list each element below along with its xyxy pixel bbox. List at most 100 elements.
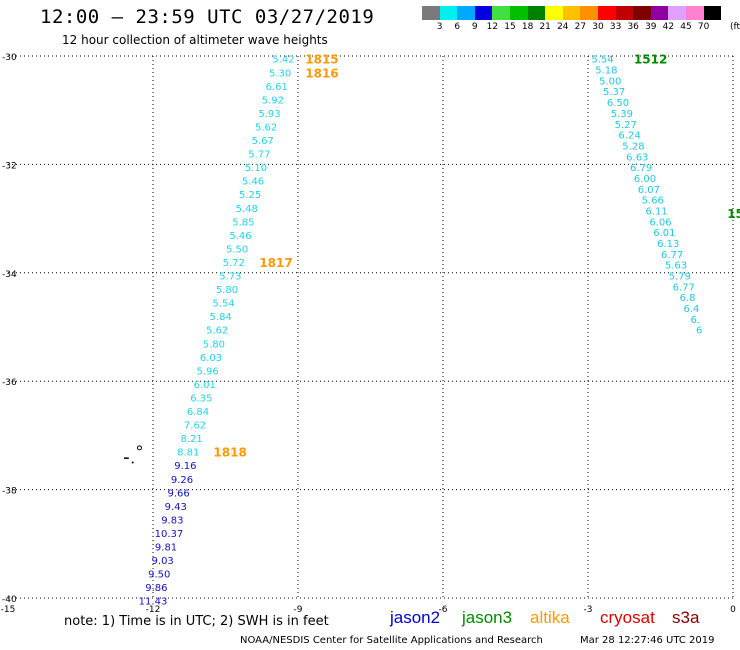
wave-height-value: 5.92	[262, 95, 284, 106]
wave-height-value: 6.24	[618, 131, 640, 142]
wave-height-value: 5.10	[245, 163, 267, 174]
wave-height-value: 6	[696, 326, 702, 337]
colorbar-swatch	[422, 6, 440, 20]
wave-height-value: 9.16	[174, 461, 196, 472]
colorbar-label: 42	[662, 22, 675, 32]
wave-height-value: 5.30	[269, 68, 291, 79]
wave-height-value: 9.66	[167, 488, 189, 499]
colorbar-label: 18	[521, 22, 534, 32]
wave-height-value: 6.13	[657, 239, 679, 250]
wave-height-value: 9.50	[148, 570, 170, 581]
colorbar-swatch	[597, 6, 616, 20]
wave-height-value: 5.79	[669, 272, 691, 283]
wave-height-value: 5.72	[223, 258, 245, 269]
lon-tick-label: -9	[294, 605, 303, 615]
wave-height-value: 5.00	[599, 76, 621, 87]
wave-height-value: 5.48	[236, 204, 258, 215]
wave-height-value: 5.27	[615, 120, 637, 131]
wave-height-value: 6.77	[673, 282, 695, 293]
pass-number-label: 1512	[634, 53, 667, 67]
colorbar-label: 24	[557, 22, 569, 32]
wave-height-value: 9.86	[145, 583, 167, 594]
wave-height-value: 8.81	[177, 448, 199, 459]
colorbar-swatch	[509, 6, 528, 20]
wave-height-value: 6.63	[626, 152, 648, 163]
colorbar-swatch	[650, 6, 669, 20]
colorbar-swatch	[562, 6, 581, 20]
wave-height-value: 6.84	[187, 407, 209, 418]
satellite-legend-cryosat: cryosat	[600, 608, 655, 627]
wave-height-value: 5.62	[255, 122, 277, 133]
satellite-legend-jason3: jason3	[462, 608, 513, 627]
wave-height-value: 6.35	[190, 393, 212, 404]
wave-height-value: 5.50	[226, 244, 248, 255]
colorbar-swatch	[439, 6, 458, 20]
colorbar-label: 9	[471, 22, 478, 32]
colorbar-swatch	[527, 6, 546, 20]
lon-tick-label: -12	[146, 605, 161, 615]
colorbar-swatch	[633, 6, 651, 20]
lon-tick-label: -3	[584, 605, 593, 615]
wave-height-value: 5.77	[248, 150, 270, 161]
wave-height-value: 5.63	[665, 261, 687, 272]
wave-height-value: 8.21	[181, 434, 203, 445]
lat-tick-label: -40	[2, 595, 17, 605]
satellite-legend-s3a: s3a	[672, 608, 700, 627]
colorbar-label: 12	[486, 22, 499, 32]
wave-height-value: 6.50	[607, 98, 629, 109]
island-mark	[131, 461, 134, 464]
wave-height-value: 6.79	[630, 163, 652, 174]
colorbar-label: 6	[454, 22, 461, 32]
colorbar-label: 27	[574, 22, 587, 32]
pass-number-label: 1817	[259, 256, 292, 270]
lat-tick-label: -38	[2, 487, 17, 497]
wave-height-value: 5.54	[212, 299, 234, 310]
wave-height-value: 5.42	[272, 55, 294, 66]
wave-height-value: 6.	[691, 315, 701, 326]
wave-height-value: 6.00	[634, 174, 656, 185]
colorbar-label: 45	[680, 22, 692, 32]
pass-number-label: 1818	[213, 446, 246, 460]
wave-height-value: 5.28	[622, 141, 644, 152]
wave-height-value: 5.46	[229, 231, 251, 242]
map-subtitle: 12 hour collection of altimeter wave hei…	[62, 33, 328, 47]
colorbar-label: 36	[627, 22, 639, 32]
lat-tick-label: -34	[2, 270, 17, 280]
colorbar-swatch	[685, 6, 704, 20]
colorbar-swatch	[703, 6, 722, 20]
lon-tick-label: -6	[439, 605, 448, 615]
pass-number-label: 1816	[305, 66, 338, 80]
wave-height-value: 5.46	[242, 177, 264, 188]
colorbar-swatch	[474, 6, 493, 20]
wave-height-value: 5.67	[252, 136, 274, 147]
wave-height-value: 9.26	[171, 475, 193, 486]
pass-number-label: 1815	[305, 53, 338, 67]
wave-height-value: 6.03	[200, 353, 222, 364]
colorbar-label: 33	[609, 22, 622, 32]
lon-tick-label: 0	[730, 605, 736, 615]
colorbar-swatch	[492, 6, 510, 20]
wave-height-value: 5.39	[611, 109, 633, 120]
wave-height-value: 9.03	[152, 556, 174, 567]
wave-height-value: 6.01	[653, 228, 675, 239]
wave-height-value: 9.43	[165, 502, 187, 513]
wave-height-value: 5.80	[203, 339, 225, 350]
wave-height-value: 7.62	[184, 421, 206, 432]
wave-height-value: 6.01	[194, 380, 216, 391]
wave-height-value: 5.66	[642, 196, 664, 207]
wave-height-value: 9.81	[155, 543, 177, 554]
wave-height-value: 5.93	[258, 109, 280, 120]
colorbar-swatch	[457, 6, 475, 20]
island-mark	[136, 445, 142, 451]
colorbar-label: 3	[436, 22, 443, 32]
satellite-legend-altika: altika	[530, 608, 570, 627]
credit-text: NOAA/NESDIS Center for Satellite Applica…	[240, 635, 543, 646]
satellite-legend-jason2: jason2	[390, 608, 441, 627]
wave-height-colorbar	[422, 6, 722, 20]
wave-height-value: 6.61	[266, 82, 288, 93]
wave-height-value: 6.06	[649, 217, 671, 228]
wave-height-value: 5.25	[239, 190, 261, 201]
wave-height-value: 5.54	[591, 55, 613, 66]
wave-height-value: 6.11	[646, 206, 668, 217]
